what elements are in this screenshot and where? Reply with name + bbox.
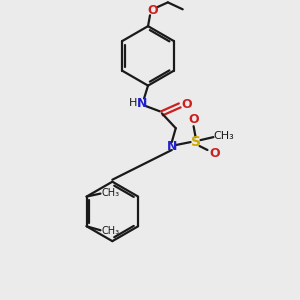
Text: O: O	[188, 113, 199, 126]
Text: CH₃: CH₃	[101, 188, 119, 198]
Text: O: O	[209, 148, 220, 160]
Text: CH₃: CH₃	[101, 226, 119, 236]
Text: CH₃: CH₃	[213, 131, 234, 141]
Text: H: H	[129, 98, 137, 108]
Text: S: S	[190, 135, 201, 149]
Text: O: O	[148, 4, 158, 17]
Text: N: N	[167, 140, 177, 152]
Text: N: N	[137, 97, 147, 110]
Text: O: O	[181, 98, 192, 111]
